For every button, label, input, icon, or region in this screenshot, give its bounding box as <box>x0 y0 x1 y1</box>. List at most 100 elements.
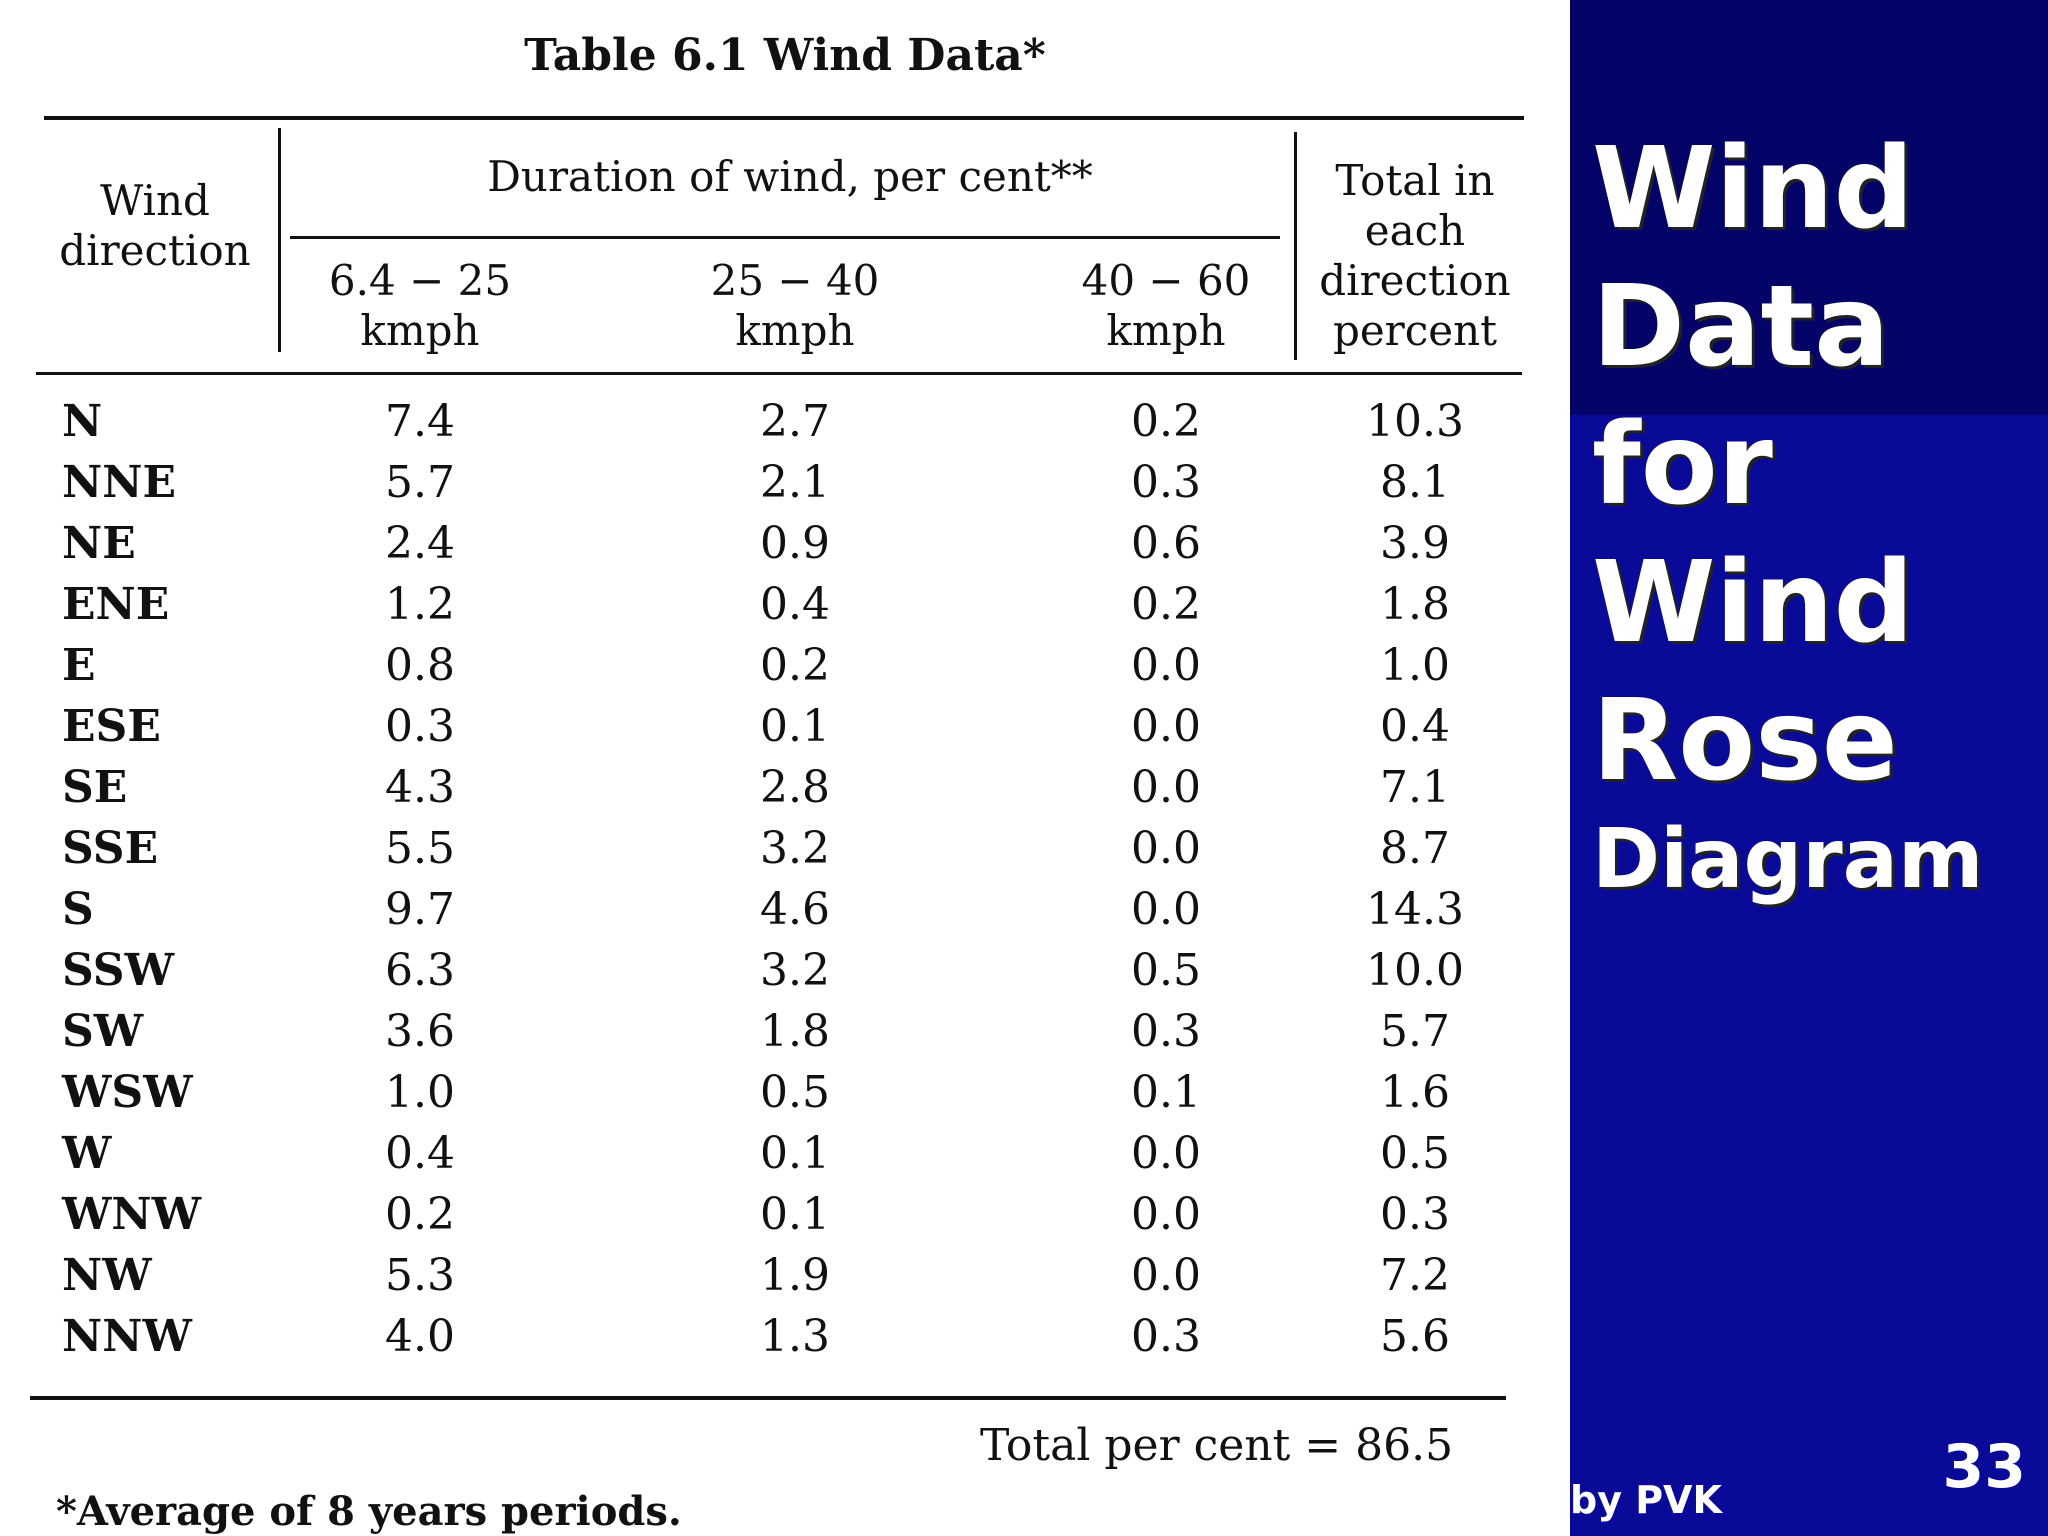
value-cell: 7.4 <box>385 396 455 447</box>
author-credit: by PVK <box>1570 1478 1722 1522</box>
direction-cell: SSW <box>62 945 174 996</box>
value-cell: 0.0 <box>1131 1250 1201 1301</box>
duration-rule <box>290 236 1280 239</box>
value-cell: 2.8 <box>760 762 830 813</box>
value-cell: 1.9 <box>760 1250 830 1301</box>
value-cell: 2.7 <box>760 396 830 447</box>
total-cell: 1.0 <box>1380 640 1450 691</box>
direction-cell: WNW <box>62 1189 202 1240</box>
value-cell: 4.6 <box>760 884 830 935</box>
value-cell: 0.9 <box>760 518 830 569</box>
value-cell: 0.4 <box>760 579 830 630</box>
value-cell: 0.2 <box>760 640 830 691</box>
value-cell: 0.1 <box>1131 1067 1201 1118</box>
value-cell: 0.2 <box>1131 396 1201 447</box>
direction-cell: NW <box>62 1250 152 1301</box>
value-cell: 0.1 <box>760 1189 830 1240</box>
value-cell: 3.6 <box>385 1006 455 1057</box>
value-cell: 1.3 <box>760 1311 830 1362</box>
value-cell: 4.3 <box>385 762 455 813</box>
value-cell: 0.0 <box>1131 1189 1201 1240</box>
title-panel: Wind Data for Wind Rose Diagram by PVK 3… <box>1570 0 2048 1536</box>
total-cell: 8.7 <box>1380 823 1450 874</box>
header-col3: 40 − 60 kmph <box>1081 256 1251 355</box>
total-cell: 10.0 <box>1366 945 1464 996</box>
header-rule <box>36 372 1522 375</box>
total-percent: Total per cent = 86.5 <box>980 1420 1454 1471</box>
bottom-rule <box>30 1396 1506 1400</box>
value-cell: 3.2 <box>760 823 830 874</box>
top-rule <box>44 116 1524 120</box>
value-cell: 3.2 <box>760 945 830 996</box>
value-cell: 0.2 <box>1131 579 1201 630</box>
value-cell: 0.1 <box>760 701 830 752</box>
title-panel-header-band <box>1570 0 2048 415</box>
value-cell: 0.3 <box>1131 457 1201 508</box>
total-cell: 0.4 <box>1380 701 1450 752</box>
value-cell: 0.0 <box>1131 640 1201 691</box>
value-cell: 0.8 <box>385 640 455 691</box>
value-cell: 1.0 <box>385 1067 455 1118</box>
total-cell: 0.5 <box>1380 1128 1450 1179</box>
table-title: Table 6.1 Wind Data* <box>524 30 1046 81</box>
value-cell: 0.0 <box>1131 701 1201 752</box>
total-cell: 7.2 <box>1380 1250 1450 1301</box>
total-cell: 1.8 <box>1380 579 1450 630</box>
total-cell: 8.1 <box>1380 457 1450 508</box>
direction-cell: S <box>62 884 94 935</box>
value-cell: 0.6 <box>1131 518 1201 569</box>
header-duration: Duration of wind, per cent** <box>487 152 1093 201</box>
value-cell: 0.1 <box>760 1128 830 1179</box>
header-total: Total in each direction percent <box>1319 156 1511 355</box>
value-cell: 6.3 <box>385 945 455 996</box>
value-cell: 2.4 <box>385 518 455 569</box>
value-cell: 5.3 <box>385 1250 455 1301</box>
total-cell: 1.6 <box>1380 1067 1450 1118</box>
direction-cell: ENE <box>62 579 170 630</box>
header-direction: Wind direction <box>59 176 251 275</box>
table-image-panel: Table 6.1 Wind Data* Wind direction Dura… <box>0 0 1570 1536</box>
value-cell: 0.4 <box>385 1128 455 1179</box>
header-divider-right <box>1294 132 1297 360</box>
total-cell: 0.3 <box>1380 1189 1450 1240</box>
value-cell: 9.7 <box>385 884 455 935</box>
value-cell: 2.1 <box>760 457 830 508</box>
total-cell: 5.6 <box>1380 1311 1450 1362</box>
total-cell: 5.7 <box>1380 1006 1450 1057</box>
direction-cell: W <box>62 1128 112 1179</box>
value-cell: 1.2 <box>385 579 455 630</box>
footnote: *Average of 8 years periods. <box>56 1488 682 1535</box>
total-cell: 14.3 <box>1366 884 1464 935</box>
total-cell: 10.3 <box>1366 396 1464 447</box>
value-cell: 0.3 <box>385 701 455 752</box>
direction-cell: E <box>62 640 96 691</box>
slide-title: Wind Data for Wind Rose Diagram <box>1592 124 1984 907</box>
value-cell: 0.3 <box>1131 1311 1201 1362</box>
direction-cell: NNW <box>62 1311 192 1362</box>
direction-cell: WSW <box>62 1067 193 1118</box>
header-divider-left <box>278 128 281 352</box>
direction-cell: N <box>62 396 103 447</box>
direction-cell: ESE <box>62 701 161 752</box>
value-cell: 1.8 <box>760 1006 830 1057</box>
value-cell: 4.0 <box>385 1311 455 1362</box>
value-cell: 0.5 <box>1131 945 1201 996</box>
value-cell: 0.2 <box>385 1189 455 1240</box>
header-col2: 25 − 40 kmph <box>710 256 880 355</box>
value-cell: 0.0 <box>1131 823 1201 874</box>
total-cell: 7.1 <box>1380 762 1450 813</box>
direction-cell: NE <box>62 518 136 569</box>
value-cell: 0.0 <box>1131 1128 1201 1179</box>
direction-cell: NNE <box>62 457 176 508</box>
direction-cell: SE <box>62 762 128 813</box>
value-cell: 0.3 <box>1131 1006 1201 1057</box>
slide-number: 33 <box>1942 1432 2027 1502</box>
total-cell: 3.9 <box>1380 518 1450 569</box>
value-cell: 5.5 <box>385 823 455 874</box>
header-col1: 6.4 − 25 kmph <box>328 256 512 355</box>
value-cell: 0.0 <box>1131 762 1201 813</box>
value-cell: 0.0 <box>1131 884 1201 935</box>
value-cell: 0.5 <box>760 1067 830 1118</box>
direction-cell: SW <box>62 1006 144 1057</box>
value-cell: 5.7 <box>385 457 455 508</box>
